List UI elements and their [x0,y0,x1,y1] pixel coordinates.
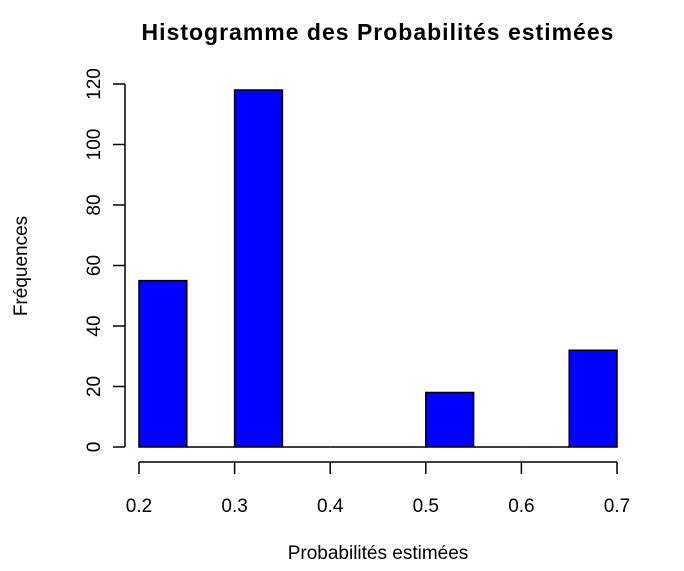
bar [425,391,475,448]
y-tick-label: 60 [84,255,105,276]
y-tick-label: 120 [84,68,105,100]
chart-title: Histogramme des Probabilités estimées [142,19,615,45]
x-tick-label: 0.2 [126,496,152,517]
y-tick-label: 20 [84,376,105,397]
y-tick-label: 40 [84,315,105,336]
x-tick-label: 0.6 [508,496,534,517]
x-tick-label: 0.7 [604,496,630,517]
y-tick-label: 0 [84,442,105,453]
bar [138,279,188,448]
y-axis-label: Fréquences [11,216,32,316]
y-tick-label: 100 [84,129,105,161]
bar [233,89,284,448]
y-tick-label: 80 [84,194,105,215]
bar [568,349,618,448]
x-axis-label: Probabilités estimées [288,543,469,564]
x-tick-label: 0.5 [413,496,439,517]
x-tick-label: 0.3 [221,496,247,517]
x-tick-label: 0.4 [317,496,344,517]
